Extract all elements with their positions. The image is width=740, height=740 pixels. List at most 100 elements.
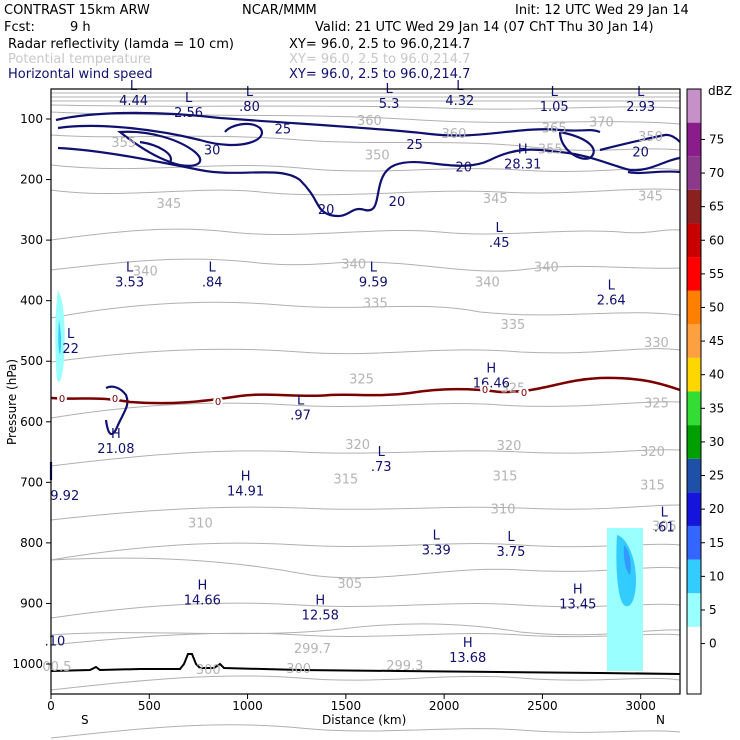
freezing-level-labels: 0 0 0 0 0 <box>57 384 529 408</box>
colorbar-swatch <box>687 593 701 627</box>
extremum-value: 9.92 <box>50 489 79 504</box>
wind-contour-label: 20 <box>318 203 335 218</box>
theta-labels: 350 345 345 345 340 340 340 340 335 335 330 325 325 3… <box>42 114 676 678</box>
colorbar-swatch <box>687 290 701 325</box>
extremum-marker: L <box>433 529 441 544</box>
y-tick-label: 200 <box>20 173 43 187</box>
theta-label: 310 <box>491 503 516 518</box>
extremum-marker: H <box>518 142 528 157</box>
theta-contour <box>50 164 681 172</box>
colorbar-level-label: 25 <box>709 469 724 483</box>
colorbar-level-label: 55 <box>709 267 724 281</box>
freezing-level-line <box>50 376 681 405</box>
x-tick-label: 1000 <box>232 699 263 713</box>
x-tick-label: 2000 <box>429 699 460 713</box>
extremum-marker: H <box>573 583 583 598</box>
valid-time: Valid: 21 UTC Wed 29 Jan 14 (07 ChT Thu … <box>315 20 654 35</box>
freezing-label-bg <box>480 384 490 394</box>
colorbar-swatch <box>687 492 701 526</box>
field-xy-theta: XY= 96.0, 2.5 to 96.0,214.7 <box>289 52 470 67</box>
theta-label: 360 <box>442 127 467 142</box>
extremum-value: 16.46 <box>473 377 510 392</box>
extremum-value: .61 <box>654 521 675 536</box>
theta-label: 320 <box>497 439 522 454</box>
theta-contour <box>50 258 681 272</box>
wind-contour-label: 20 <box>632 145 649 160</box>
y-tick-label: 400 <box>20 294 43 308</box>
extremum-value: 4.44 <box>119 94 148 109</box>
colorbar-level-label: 35 <box>709 401 724 415</box>
extremum-marker: L <box>661 506 669 521</box>
x-axis-label: Distance (km) <box>322 713 406 727</box>
extremum-marker: L <box>496 221 504 236</box>
colorbar-level-label: 30 <box>709 435 724 449</box>
colorbar-swatch <box>687 357 701 392</box>
fcst-label: Fcst: <box>4 20 35 35</box>
wind-contour-30 <box>117 130 202 167</box>
theta-label: 335 <box>363 297 388 312</box>
extremum-value: 3.39 <box>422 544 451 559</box>
extremum-value: 14.91 <box>227 484 264 499</box>
theta-label: 305 <box>652 520 677 535</box>
theta-label: 330 <box>644 336 669 351</box>
theta-contour <box>50 301 681 319</box>
colorbar-swatch <box>687 324 701 358</box>
wind-contour-label: 25 <box>406 138 423 153</box>
colorbar-level-label: 0 <box>709 637 717 651</box>
extremum-value: 28.31 <box>504 157 541 172</box>
reflectivity-fills <box>55 290 643 671</box>
header: CONTRAST 15km ARW NCAR/MMM Init: 12 UTC … <box>4 3 689 82</box>
theta-label: 335 <box>501 318 526 333</box>
colorbar-swatch <box>687 660 701 694</box>
theta-label: 345 <box>638 190 663 205</box>
colorbar-swatch <box>687 122 701 157</box>
extremum-value: 3.53 <box>115 275 144 290</box>
theta-label: 315 <box>640 478 665 493</box>
wind-contour-20 <box>57 146 681 218</box>
colorbar-level-label: 45 <box>709 334 724 348</box>
field-name-theta: Potential temperature <box>8 52 151 67</box>
colorbar: 0 5 10 15 20 25 30 35 40 45 50 55 60 65 70 75 <box>686 88 724 695</box>
plot-frame <box>50 88 681 695</box>
x-tick-label: 0 <box>47 699 55 713</box>
extremum-value: 3.75 <box>496 545 525 560</box>
freezing-label: 0 <box>59 394 65 405</box>
theta-label: 305 <box>337 577 362 592</box>
extremum-marker: H <box>241 469 251 484</box>
field-name-reflectivity: Radar reflectivity (lamda = 10 cm) <box>8 37 234 52</box>
theta-contour <box>50 104 681 110</box>
theta-contour <box>50 675 681 691</box>
theta-contour <box>50 228 681 241</box>
colorbar-level-label: 40 <box>709 368 724 382</box>
plot-background <box>51 89 680 694</box>
extremum-marker: L <box>551 85 559 100</box>
colorbar-frame <box>686 88 702 695</box>
y-tick-label: 100 <box>20 112 43 126</box>
y-axis: 100 200 300 400 500 600 700 800 900 1000 <box>12 112 51 671</box>
theta-label: 310 <box>188 517 213 532</box>
y-tick-label: 1000 <box>12 657 43 671</box>
wind-contour-label: 30 <box>204 143 221 158</box>
extremum-value: 4.32 <box>445 94 474 109</box>
colorbar-level-label: 10 <box>709 569 724 583</box>
theta-label: 370 <box>589 116 614 131</box>
y-tick-label: 800 <box>20 536 43 550</box>
extremum-value: 5.3 <box>379 97 400 112</box>
extremum-marker: H <box>315 593 325 608</box>
y-tick-label: 700 <box>20 475 43 489</box>
theta-contour <box>50 111 681 125</box>
wind-contour-30b <box>139 140 173 163</box>
theta-contour <box>50 188 681 196</box>
extremum-value: 1.05 <box>540 100 569 115</box>
fcst-value: 9 h <box>70 20 91 35</box>
colorbar-level-label: 70 <box>709 166 724 180</box>
x-tick-label: 2500 <box>527 699 558 713</box>
extremum-value: .84 <box>202 275 223 290</box>
extremum-marker: L <box>185 91 193 106</box>
colorbar-unit: dBZ <box>708 84 732 98</box>
colorbar-level-label: 75 <box>709 132 724 146</box>
wind-contour-20-east <box>599 133 681 152</box>
wind-contour-labels: 25 30 25 20 20 20 20 <box>204 122 649 218</box>
extremum-marker: L <box>126 260 134 275</box>
field-name-wind: Horizontal wind speed <box>8 67 153 82</box>
